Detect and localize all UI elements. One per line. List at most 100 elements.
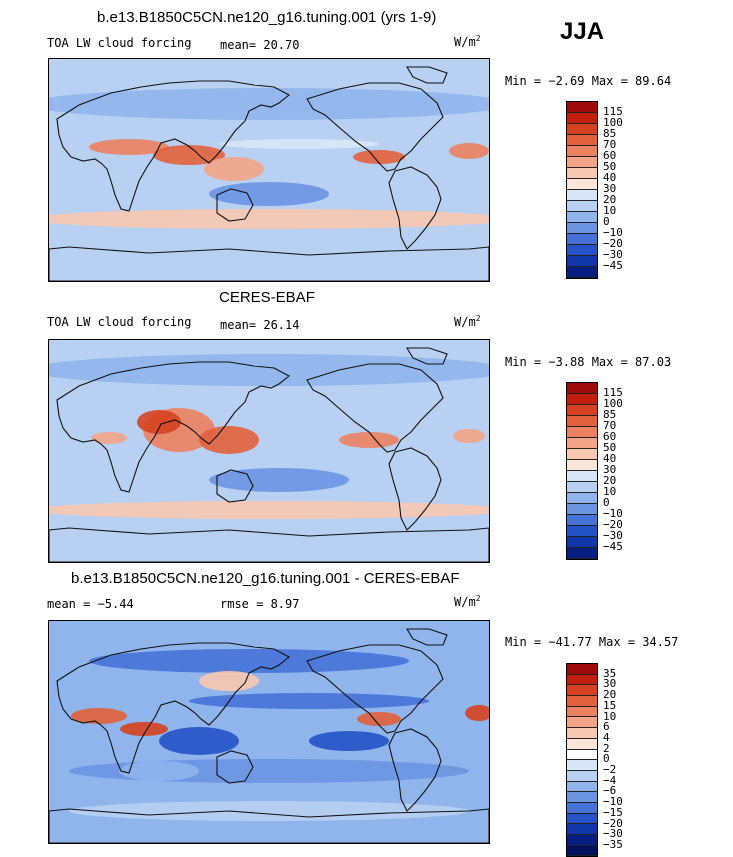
- colorbar-tick-label: 35: [603, 666, 617, 680]
- colorbar-tick-label: −20: [603, 816, 623, 830]
- colorbar-tick-label: 70: [603, 419, 617, 432]
- colorbar-tick-label: 115: [603, 105, 623, 118]
- colorbar-tick-label: 85: [603, 408, 617, 421]
- colorbar-swatch: [567, 802, 597, 814]
- colorbar-tick-label: 60: [603, 149, 617, 162]
- colorbar-swatch: [567, 234, 597, 245]
- colorbar-swatch: [567, 482, 597, 493]
- colorbar-swatch: [567, 168, 597, 179]
- colorbar-swatch: [567, 504, 597, 515]
- coastline: [49, 246, 489, 281]
- panel-title: CERES-EBAF: [219, 289, 315, 306]
- contour-region: [120, 722, 168, 736]
- coastline: [406, 628, 448, 646]
- colorbar-swatch: [567, 792, 597, 803]
- coastline: [56, 642, 290, 774]
- contour-region: [69, 801, 469, 821]
- colorbar-tick-label: 10: [603, 485, 617, 498]
- mean-value: mean = −5.44: [47, 597, 134, 611]
- contour-region: [309, 731, 389, 751]
- contour-region: [71, 708, 127, 724]
- colorbar-tick-label: 100: [603, 397, 623, 410]
- coastline: [306, 644, 444, 734]
- panel-title: b.e13.B1850C5CN.ne120_g16.tuning.001 (yr…: [97, 9, 437, 26]
- contour-region: [91, 432, 127, 444]
- colorbar-swatch: [567, 760, 597, 771]
- contour-region: [89, 139, 169, 155]
- colorbar-tick-label: 4: [603, 730, 610, 744]
- colorbar-swatch: [567, 706, 597, 718]
- colorbar-swatch: [567, 212, 597, 223]
- coastline: [56, 80, 290, 212]
- colorbar-tick-label: 6: [603, 720, 610, 734]
- coastline: [49, 527, 489, 562]
- contour-region: [189, 693, 429, 709]
- colorbar-swatch: [567, 471, 597, 482]
- colorbar-swatch: [567, 135, 597, 146]
- colorbar-tick-label: 0: [603, 496, 610, 509]
- colorbar-swatch: [567, 685, 597, 697]
- colorbar-swatch: [567, 717, 597, 729]
- colorbar: [566, 101, 598, 279]
- coastline: [216, 750, 254, 784]
- min-max-label: Min = −3.88 Max = 87.03: [505, 355, 672, 369]
- variable-label: TOA LW cloud forcing: [47, 315, 192, 329]
- colorbar-swatch: [567, 179, 597, 190]
- colorbar-tick-label: 0: [603, 215, 610, 228]
- contour-region: [449, 143, 489, 159]
- contour-region: [49, 354, 489, 386]
- colorbar-tick-label: −20: [603, 518, 623, 531]
- contour-region: [199, 671, 259, 691]
- colorbar-tick-label: −6: [603, 784, 617, 798]
- panel-title: b.e13.B1850C5CN.ne120_g16.tuning.001 - C…: [71, 570, 460, 587]
- colorbar-tick-label: −45: [603, 540, 623, 553]
- colorbar-tick-label: −20: [603, 237, 623, 250]
- colorbar-swatch: [567, 113, 597, 124]
- colorbar-tick-label: −30: [603, 248, 623, 261]
- colorbar-tick-label: −30: [603, 529, 623, 542]
- colorbar-tick-label: 30: [603, 182, 617, 195]
- coastline: [216, 188, 254, 222]
- contour-region: [137, 410, 181, 434]
- colorbar-tick-label: 30: [603, 677, 617, 691]
- colorbar-swatch: [567, 813, 597, 825]
- contour-region: [159, 727, 239, 755]
- colorbar-tick-label: 20: [603, 193, 617, 206]
- colorbar-swatch: [567, 548, 597, 559]
- map-panel: [48, 339, 490, 563]
- colorbar-tick-label: −10: [603, 226, 623, 239]
- colorbar-tick-label: 20: [603, 474, 617, 487]
- colorbar-swatch: [567, 157, 597, 168]
- colorbar-tick-label: −4: [603, 773, 617, 787]
- colorbar-tick-label: 40: [603, 452, 617, 465]
- rmse-value: rmse = 8.97: [220, 597, 300, 611]
- colorbar-tick-label: 100: [603, 116, 623, 129]
- colorbar-tick-label: 40: [603, 171, 617, 184]
- colorbar-swatch: [567, 405, 597, 416]
- contour-region: [357, 712, 401, 726]
- colorbar-swatch: [567, 781, 597, 793]
- colorbar-tick-label: 20: [603, 688, 617, 702]
- min-max-label: Min = −41.77 Max = 34.57: [505, 635, 679, 649]
- coastline: [306, 82, 444, 172]
- colorbar-swatch: [567, 770, 597, 782]
- colorbar-swatch: [567, 256, 597, 267]
- colorbar-swatch: [567, 696, 597, 707]
- contour-region: [209, 182, 329, 206]
- contour-region: [339, 432, 399, 448]
- colorbar-swatch: [567, 394, 597, 405]
- units-label: W/m2: [454, 594, 481, 609]
- colorbar-swatch: [567, 383, 597, 394]
- units-label: W/m2: [454, 314, 481, 329]
- coastline: [306, 363, 444, 453]
- colorbar-swatch: [567, 728, 597, 739]
- colorbar-tick-label: −10: [603, 795, 623, 809]
- contour-region: [353, 150, 405, 164]
- colorbar-tick-label: 115: [603, 386, 623, 399]
- contour-region: [49, 209, 489, 229]
- colorbar: [566, 663, 598, 857]
- colorbar-swatch: [567, 460, 597, 471]
- colorbar-tick-label: −2: [603, 763, 617, 776]
- colorbar-tick-label: −10: [603, 507, 623, 520]
- colorbar-swatch: [567, 515, 597, 526]
